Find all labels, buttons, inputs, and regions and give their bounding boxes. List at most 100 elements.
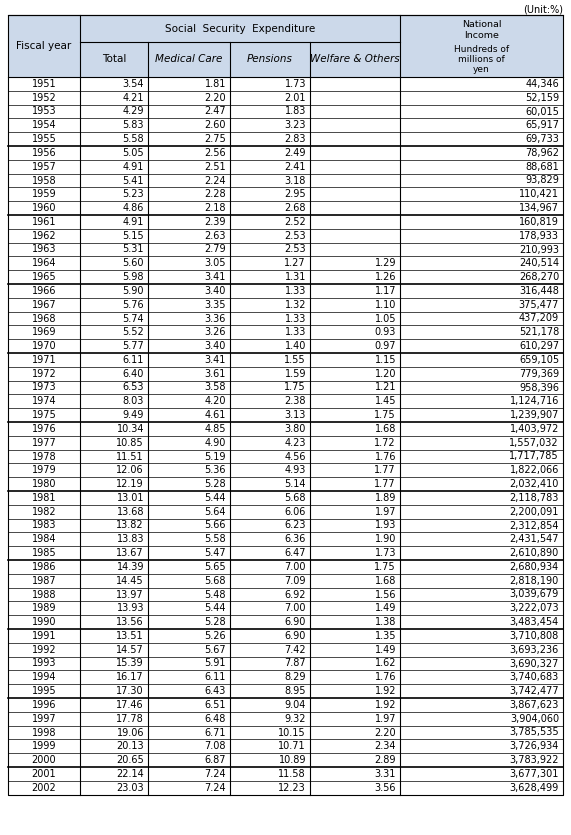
Text: 9.49: 9.49 xyxy=(123,410,144,420)
Text: 9.32: 9.32 xyxy=(284,714,306,724)
Text: 2,032,410: 2,032,410 xyxy=(510,479,559,489)
Text: 1976: 1976 xyxy=(31,424,57,434)
Text: 1,124,716: 1,124,716 xyxy=(510,397,559,407)
Text: 2002: 2002 xyxy=(31,782,57,792)
Bar xyxy=(8,243,563,256)
Text: 1995: 1995 xyxy=(31,686,57,696)
Text: 5.15: 5.15 xyxy=(122,230,144,240)
Text: 12.23: 12.23 xyxy=(278,782,306,792)
Text: 437,209: 437,209 xyxy=(519,313,559,323)
Text: 5.31: 5.31 xyxy=(123,245,144,255)
Bar xyxy=(8,519,563,533)
Text: 1979: 1979 xyxy=(31,465,57,475)
Text: 3.31: 3.31 xyxy=(375,769,396,779)
Text: 7.00: 7.00 xyxy=(284,562,306,572)
Text: 5.60: 5.60 xyxy=(123,258,144,268)
Bar xyxy=(8,656,563,671)
Text: 3.41: 3.41 xyxy=(204,355,226,365)
Text: 93,829: 93,829 xyxy=(525,175,559,185)
Text: 11.58: 11.58 xyxy=(279,769,306,779)
Bar xyxy=(8,505,563,519)
Text: 3,726,934: 3,726,934 xyxy=(510,741,559,752)
Text: 4.23: 4.23 xyxy=(284,438,306,448)
Text: 1959: 1959 xyxy=(31,190,57,200)
Text: 1968: 1968 xyxy=(32,313,57,323)
Text: 1,403,972: 1,403,972 xyxy=(510,424,559,434)
Text: 3.56: 3.56 xyxy=(375,782,396,792)
Bar xyxy=(8,119,563,132)
Text: 1965: 1965 xyxy=(31,272,57,282)
Text: 1951: 1951 xyxy=(31,78,57,89)
Text: 2.83: 2.83 xyxy=(284,134,306,144)
Text: 1,239,907: 1,239,907 xyxy=(510,410,559,420)
Text: 1985: 1985 xyxy=(31,548,57,558)
Text: 1.90: 1.90 xyxy=(375,534,396,544)
Text: 6.90: 6.90 xyxy=(284,617,306,627)
Text: 14.57: 14.57 xyxy=(116,645,144,655)
Text: 5.48: 5.48 xyxy=(204,590,226,600)
Text: 5.05: 5.05 xyxy=(122,148,144,158)
Text: 6.43: 6.43 xyxy=(204,686,226,696)
Bar xyxy=(8,215,563,229)
Text: 2.39: 2.39 xyxy=(204,217,226,227)
Text: 2.95: 2.95 xyxy=(284,190,306,200)
Text: 3.26: 3.26 xyxy=(204,327,226,337)
Text: 6.40: 6.40 xyxy=(123,369,144,379)
Text: 5.41: 5.41 xyxy=(123,175,144,185)
Text: 20.13: 20.13 xyxy=(116,741,144,752)
Text: 1.32: 1.32 xyxy=(284,300,306,310)
Text: 1980: 1980 xyxy=(32,479,57,489)
Bar xyxy=(8,698,563,711)
Text: 7.08: 7.08 xyxy=(204,741,226,752)
Text: 1.68: 1.68 xyxy=(375,575,396,585)
Text: 1.92: 1.92 xyxy=(375,686,396,696)
Text: 1984: 1984 xyxy=(32,534,57,544)
Text: 1,717,785: 1,717,785 xyxy=(509,452,559,462)
Bar xyxy=(8,560,563,574)
Text: 1981: 1981 xyxy=(32,493,57,503)
Text: 8.95: 8.95 xyxy=(284,686,306,696)
Text: 4.61: 4.61 xyxy=(204,410,226,420)
Text: 1.93: 1.93 xyxy=(375,520,396,530)
Text: 3.23: 3.23 xyxy=(284,120,306,130)
Text: 6.23: 6.23 xyxy=(284,520,306,530)
Bar xyxy=(8,781,563,795)
Text: 10.85: 10.85 xyxy=(116,438,144,448)
Text: 3,785,535: 3,785,535 xyxy=(509,727,559,737)
Text: Pensions: Pensions xyxy=(247,54,293,64)
Bar xyxy=(8,533,563,546)
Text: 2.01: 2.01 xyxy=(284,93,306,103)
Text: 5.76: 5.76 xyxy=(122,300,144,310)
Text: 7.24: 7.24 xyxy=(204,782,226,792)
Text: 3,740,683: 3,740,683 xyxy=(510,672,559,682)
Text: 1974: 1974 xyxy=(31,397,57,407)
Text: 60,015: 60,015 xyxy=(525,107,559,117)
Text: 1,557,032: 1,557,032 xyxy=(509,438,559,448)
Text: 1.97: 1.97 xyxy=(375,714,396,724)
Bar xyxy=(8,298,563,311)
Text: 1.38: 1.38 xyxy=(375,617,396,627)
Bar xyxy=(8,726,563,740)
Text: 2.53: 2.53 xyxy=(284,230,306,240)
Bar xyxy=(8,643,563,656)
Text: 1.73: 1.73 xyxy=(284,78,306,89)
Text: 11.51: 11.51 xyxy=(116,452,144,462)
Text: 1.49: 1.49 xyxy=(375,604,396,613)
Bar xyxy=(8,132,563,146)
Text: 3,742,477: 3,742,477 xyxy=(509,686,559,696)
Text: 2.20: 2.20 xyxy=(375,727,396,737)
Text: 1,822,066: 1,822,066 xyxy=(510,465,559,475)
Text: 1.17: 1.17 xyxy=(375,286,396,296)
Bar xyxy=(8,546,563,560)
Text: 14.39: 14.39 xyxy=(116,562,144,572)
Text: 779,369: 779,369 xyxy=(519,369,559,379)
Text: 2.28: 2.28 xyxy=(204,190,226,200)
Text: 20.65: 20.65 xyxy=(116,755,144,765)
Text: 5.64: 5.64 xyxy=(204,507,226,517)
Text: 1.55: 1.55 xyxy=(284,355,306,365)
Bar xyxy=(8,574,563,588)
Text: 2,431,547: 2,431,547 xyxy=(509,534,559,544)
Text: 5.47: 5.47 xyxy=(204,548,226,558)
Text: 1954: 1954 xyxy=(31,120,57,130)
Text: 1967: 1967 xyxy=(31,300,57,310)
